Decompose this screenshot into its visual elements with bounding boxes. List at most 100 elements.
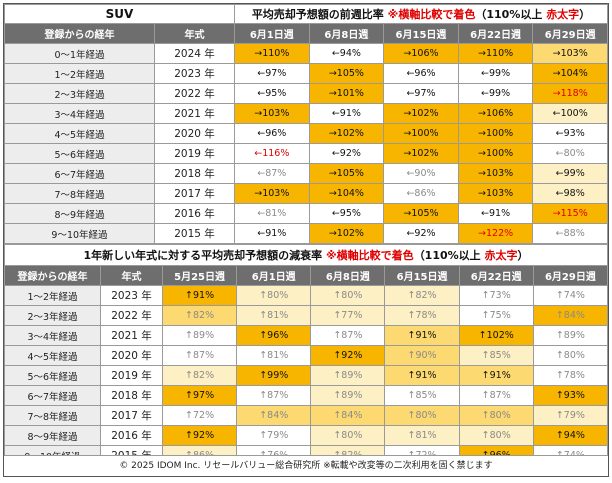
ratio-cell: ↑80% [458, 405, 534, 426]
ratio-cell: →110% [234, 43, 310, 64]
header-week: 6月29日週 [532, 265, 609, 286]
ratio-cell: ↑75% [458, 305, 534, 326]
ratio-cell: ↑91% [384, 365, 460, 386]
ratio-cell: →115% [532, 203, 608, 224]
row-model-year: 2017 年 [100, 405, 163, 426]
ratio-cell: ↑85% [458, 345, 534, 366]
row-model-year: 2017 年 [154, 183, 235, 204]
ratio-cell: →106% [383, 43, 459, 64]
header-week: 6月1日週 [234, 23, 310, 44]
header-week: 6月15日週 [383, 23, 459, 44]
ratio-cell: ←95% [234, 83, 310, 104]
ratio-cell: ↑89% [310, 365, 386, 386]
ratio-cell: ←93% [532, 123, 608, 144]
row-model-year: 2022 年 [154, 83, 235, 104]
ratio-cell: ↑89% [161, 325, 238, 346]
table-row: 4～5年経過 2020 年 ↑87% ↑81% ↑92% ↑90% ↑85% ↑80% [4, 345, 609, 366]
ratio-cell: ←81% [234, 203, 310, 224]
table-row: 1～2年経過 2023 年 ↑91% ↑80% ↑80% ↑82% ↑73% ↑74% [4, 285, 609, 306]
header-week: 6月8日週 [308, 23, 385, 44]
ratio-cell: ←86% [383, 183, 459, 204]
ratio-cell: →105% [308, 63, 385, 84]
ratio-cell: →105% [308, 163, 385, 184]
weekly-ratio-table: SUV 平均売却予想額の前週比率 ※横軸比較で着色（110%以上 赤太字） 登録… [4, 4, 608, 244]
row-model-year: 2023 年 [154, 63, 235, 84]
report-page: { "table1": { "segment": "SUV", "title_m… [3, 3, 609, 477]
ratio-cell: ↑102% [458, 325, 534, 346]
ratio-cell: →103% [234, 183, 310, 204]
table1-title-note: ※横軸比較で着色 [387, 8, 476, 21]
table-row: 0～1年経過 2024 年 →110% ←94% →106% →110% →103% [4, 43, 608, 64]
ratio-cell: →100% [383, 123, 459, 144]
row-model-year: 2019 年 [154, 143, 235, 164]
row-age-label: 5～6年経過 [4, 143, 155, 164]
ratio-cell: ↑92% [161, 425, 238, 446]
ratio-cell: ↑82% [161, 305, 238, 326]
ratio-cell: ←91% [457, 203, 534, 224]
table1-title: 平均売却予想額の前週比率 ※横軸比較で着色（110%以上 赤太字） [234, 4, 608, 24]
ratio-cell: ↑93% [532, 385, 609, 406]
row-age-label: 6～7年経過 [4, 385, 101, 406]
ratio-cell: ↑91% [458, 365, 534, 386]
row-age-label: 4～5年経過 [4, 123, 155, 144]
table2-header-row: 登録からの経年 年式 5月25日週 6月1日週 6月8日週 6月15日週 6月2… [4, 265, 609, 286]
row-model-year: 2016 年 [100, 425, 163, 446]
row-age-label: 2～3年経過 [4, 83, 155, 104]
ratio-cell: ↑82% [384, 285, 460, 306]
header-week: 6月22日週 [457, 23, 534, 44]
table2-title-cond: （110%以上 [413, 249, 481, 262]
row-model-year: 2021 年 [154, 103, 235, 124]
ratio-cell: ←91% [234, 223, 310, 244]
table2-title-main: 1年新しい年式に対する平均売却予想額の減衰率 [83, 249, 323, 262]
table-row: 4～5年経過 2020 年 ←96% →102% →100% →100% ←93% [4, 123, 608, 144]
row-model-year: 2022 年 [100, 305, 163, 326]
ratio-cell: →106% [457, 103, 534, 124]
ratio-cell: →104% [532, 63, 608, 84]
ratio-cell: →103% [457, 183, 534, 204]
ratio-cell: ↑84% [310, 405, 386, 426]
ratio-cell: ↑73% [458, 285, 534, 306]
ratio-cell: →101% [308, 83, 385, 104]
ratio-cell: →103% [457, 163, 534, 184]
ratio-cell: ←96% [234, 123, 310, 144]
ratio-cell: ↑87% [458, 385, 534, 406]
table1-title-end: ） [579, 8, 591, 21]
header-week: 6月8日週 [310, 265, 386, 286]
ratio-cell: ←80% [532, 143, 608, 164]
row-model-year: 2020 年 [154, 123, 235, 144]
row-age-label: 3～4年経過 [4, 103, 155, 124]
ratio-cell: ↑77% [310, 305, 386, 326]
row-age-label: 8～9年経過 [4, 203, 155, 224]
ratio-cell: →102% [308, 123, 385, 144]
ratio-cell: ←97% [383, 83, 459, 104]
ratio-cell: ↑84% [532, 305, 609, 326]
ratio-cell: ←88% [532, 223, 608, 244]
ratio-cell: ↑84% [236, 405, 312, 426]
ratio-cell: ↑74% [532, 285, 609, 306]
row-age-label: 3～4年経過 [4, 325, 101, 346]
header-year: 年式 [154, 23, 235, 44]
ratio-cell: ↑90% [384, 345, 460, 366]
ratio-cell: ←90% [383, 163, 459, 184]
table1-title-red: 赤太字 [546, 8, 580, 21]
ratio-cell: ←96% [383, 63, 459, 84]
table-row: 7～8年経過 2017 年 ↑72% ↑84% ↑84% ↑80% ↑80% ↑79% [4, 405, 609, 426]
ratio-cell: →103% [532, 43, 608, 64]
header-week: 6月15日週 [384, 265, 460, 286]
ratio-cell: ↑79% [236, 425, 312, 446]
row-age-label: 1～2年経過 [4, 63, 155, 84]
table-row: 5～6年経過 2019 年 ←116% ←92% →102% →100% ←80% [4, 143, 608, 164]
header-age: 登録からの経年 [4, 23, 155, 44]
ratio-cell: ↑82% [161, 365, 238, 386]
header-week: 6月1日週 [236, 265, 312, 286]
ratio-cell: →100% [457, 143, 534, 164]
row-model-year: 2019 年 [100, 365, 163, 386]
row-model-year: 2021 年 [100, 325, 163, 346]
ratio-cell: ↑80% [384, 405, 460, 426]
table-row: 2～3年経過 2022 年 ↑82% ↑81% ↑77% ↑78% ↑75% ↑84% [4, 305, 609, 326]
table1-title-cond: （110%以上 [475, 8, 543, 21]
ratio-cell: ↑96% [236, 325, 312, 346]
table1-title-main: 平均売却予想額の前週比率 [251, 8, 384, 21]
row-model-year: 2016 年 [154, 203, 235, 224]
ratio-cell: →102% [383, 103, 459, 124]
